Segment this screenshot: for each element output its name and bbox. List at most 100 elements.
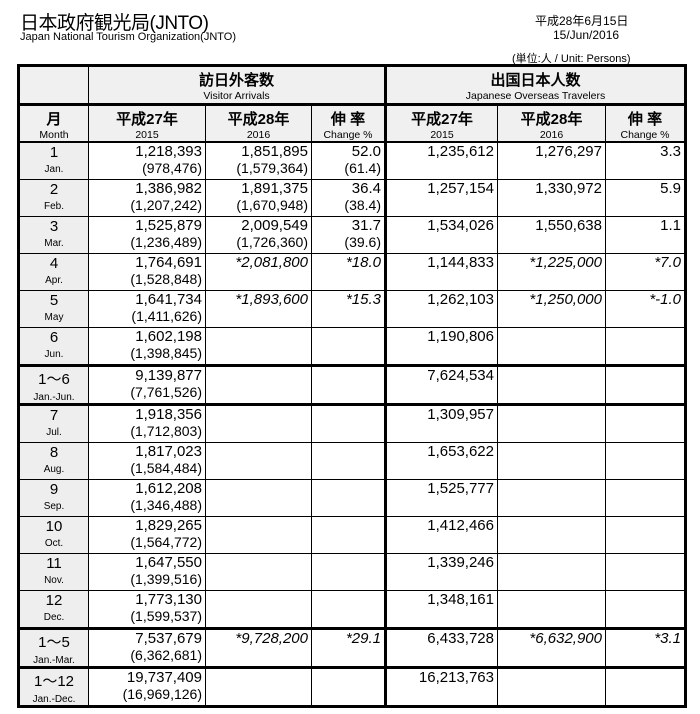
data-cell [497,553,606,591]
value: 1,309,957 [427,406,494,423]
previous-value: (1,346,488) [130,497,202,513]
value: *7.0 [654,254,682,271]
value: 1,534,026 [427,217,494,234]
data-cell [497,667,606,707]
value: *-1.0 [649,291,682,308]
month-cell: 11 Nov. [18,553,89,591]
previous-value: (1,726,360) [236,234,308,250]
data-cell: 1,851,895 (1,579,364) [205,141,312,180]
data-cell: 1,257,154 [384,179,498,217]
previous-value: (61.4) [344,160,381,176]
data-cell: 1,602,198 (1,398,845) [88,327,206,367]
data-cell [497,442,606,480]
data-cell: 1,386,982 (1,207,242) [88,179,206,217]
data-cell: 1,144,833 [384,253,498,291]
previous-value: (38.4) [344,197,381,213]
previous-value: (1,399,516) [130,571,202,587]
value: 1,330,972 [535,180,602,197]
table-row: 7 Jul. 1,918,356 (1,712,803) 1,309,957 [18,404,687,443]
data-cell [205,516,312,554]
data-cell [497,516,606,554]
data-cell [497,479,606,517]
data-cell: 1,262,103 [384,290,498,328]
data-cell: *2,081,800 [205,253,312,291]
data-cell: *3.1 [604,628,687,669]
value: 7,537,679 [135,630,202,647]
value: 36.4 [351,180,381,197]
data-cell: *7.0 [604,253,687,291]
value: 1,190,806 [427,328,494,345]
data-cell [205,442,312,480]
data-cell [604,590,687,630]
data-cell [311,442,386,480]
data-cell: 1,330,972 [497,179,606,217]
previous-value: (6,362,681) [130,647,202,663]
data-cell [604,365,687,406]
table-row: 1～12 Jan.-Dec. 19,737,409 (16,969,126) 16,21… [18,667,687,707]
data-cell [311,404,386,443]
table-row: 10 Oct. 1,829,265 (1,564,772) 1,412,466 [18,516,687,554]
value: *1,250,000 [529,291,602,308]
value: *1,893,600 [235,291,308,308]
data-cell: *1,893,600 [205,290,312,328]
data-cell: 1,817,023 (1,584,484) [88,442,206,480]
data-cell: 1,773,130 (1,599,537) [88,590,206,630]
month-cell: 4 Apr. [18,253,89,291]
value: 1,276,297 [535,143,602,160]
data-cell: *29.1 [311,628,386,669]
value: 1,602,198 [135,328,202,345]
statistics-table: 訪日外客数 Visitor Arrivals 出国日本人数 Japanese Ove… [17,64,688,708]
data-cell [311,553,386,591]
data-cell: 1,918,356 (1,712,803) [88,404,206,443]
data-cell [604,667,687,707]
data-cell: 1,550,638 [497,216,606,254]
month-cell: 12 Dec. [18,590,89,630]
data-cell: *1,225,000 [497,253,606,291]
date-en: 15/Jun/2016 [553,28,620,42]
data-cell: *18.0 [311,253,386,291]
data-cell [604,516,687,554]
month-cell: 9 Sep. [18,479,89,517]
value: 16,213,763 [418,669,494,686]
value: 1,851,895 [241,143,308,160]
visitor-arrivals-header: 訪日外客数 Visitor Arrivals [88,65,386,106]
data-cell: 1,339,246 [384,553,498,591]
value: 1,653,622 [427,443,494,460]
data-cell [205,365,312,406]
data-cell [497,327,606,367]
column-header: 平成27年 2015 [88,104,206,143]
value: *3.1 [654,630,682,647]
data-cell: 1,190,806 [384,327,498,367]
data-cell: *15.3 [311,290,386,328]
table-row: 9 Sep. 1,612,208 (1,346,488) 1,525,777 [18,479,687,517]
data-cell: 1,525,879 (1,236,489) [88,216,206,254]
value: 31.7 [351,217,381,234]
value: 1,647,550 [135,554,202,571]
month-cell: 2 Feb. [18,179,89,217]
data-cell: 1,235,612 [384,141,498,180]
table-row: 8 Aug. 1,817,023 (1,584,484) 1,653,622 [18,442,687,480]
data-cell: 5.9 [604,179,687,217]
value: 1,257,154 [427,180,494,197]
data-cell [205,404,312,443]
value: *18.0 [345,254,381,271]
data-cell: 1,764,691 (1,528,848) [88,253,206,291]
value: 1,412,466 [427,517,494,534]
value: 1,144,833 [427,254,494,271]
month-cell: 1～5 Jan.-Mar. [18,628,89,669]
previous-value: (1,411,626) [131,308,202,324]
data-cell [205,327,312,367]
date-jp: 平成28年6月15日 [535,14,629,28]
value: 9,139,877 [135,367,202,384]
previous-value: (1,564,772) [130,534,202,550]
table-row: 1～6 Jan.-Jun. 9,139,877 (7,761,526) 7,624,53… [18,365,687,406]
data-cell [205,553,312,591]
value: 1,817,023 [135,443,202,460]
value: 3.3 [660,143,682,160]
column-header: 伸 率 Change % [311,104,386,143]
previous-value: (1,207,242) [130,197,202,213]
previous-value: (1,579,364) [236,160,308,176]
data-cell [497,590,606,630]
month-cell: 1～6 Jan.-Jun. [18,365,89,406]
data-cell: 16,213,763 [384,667,498,707]
